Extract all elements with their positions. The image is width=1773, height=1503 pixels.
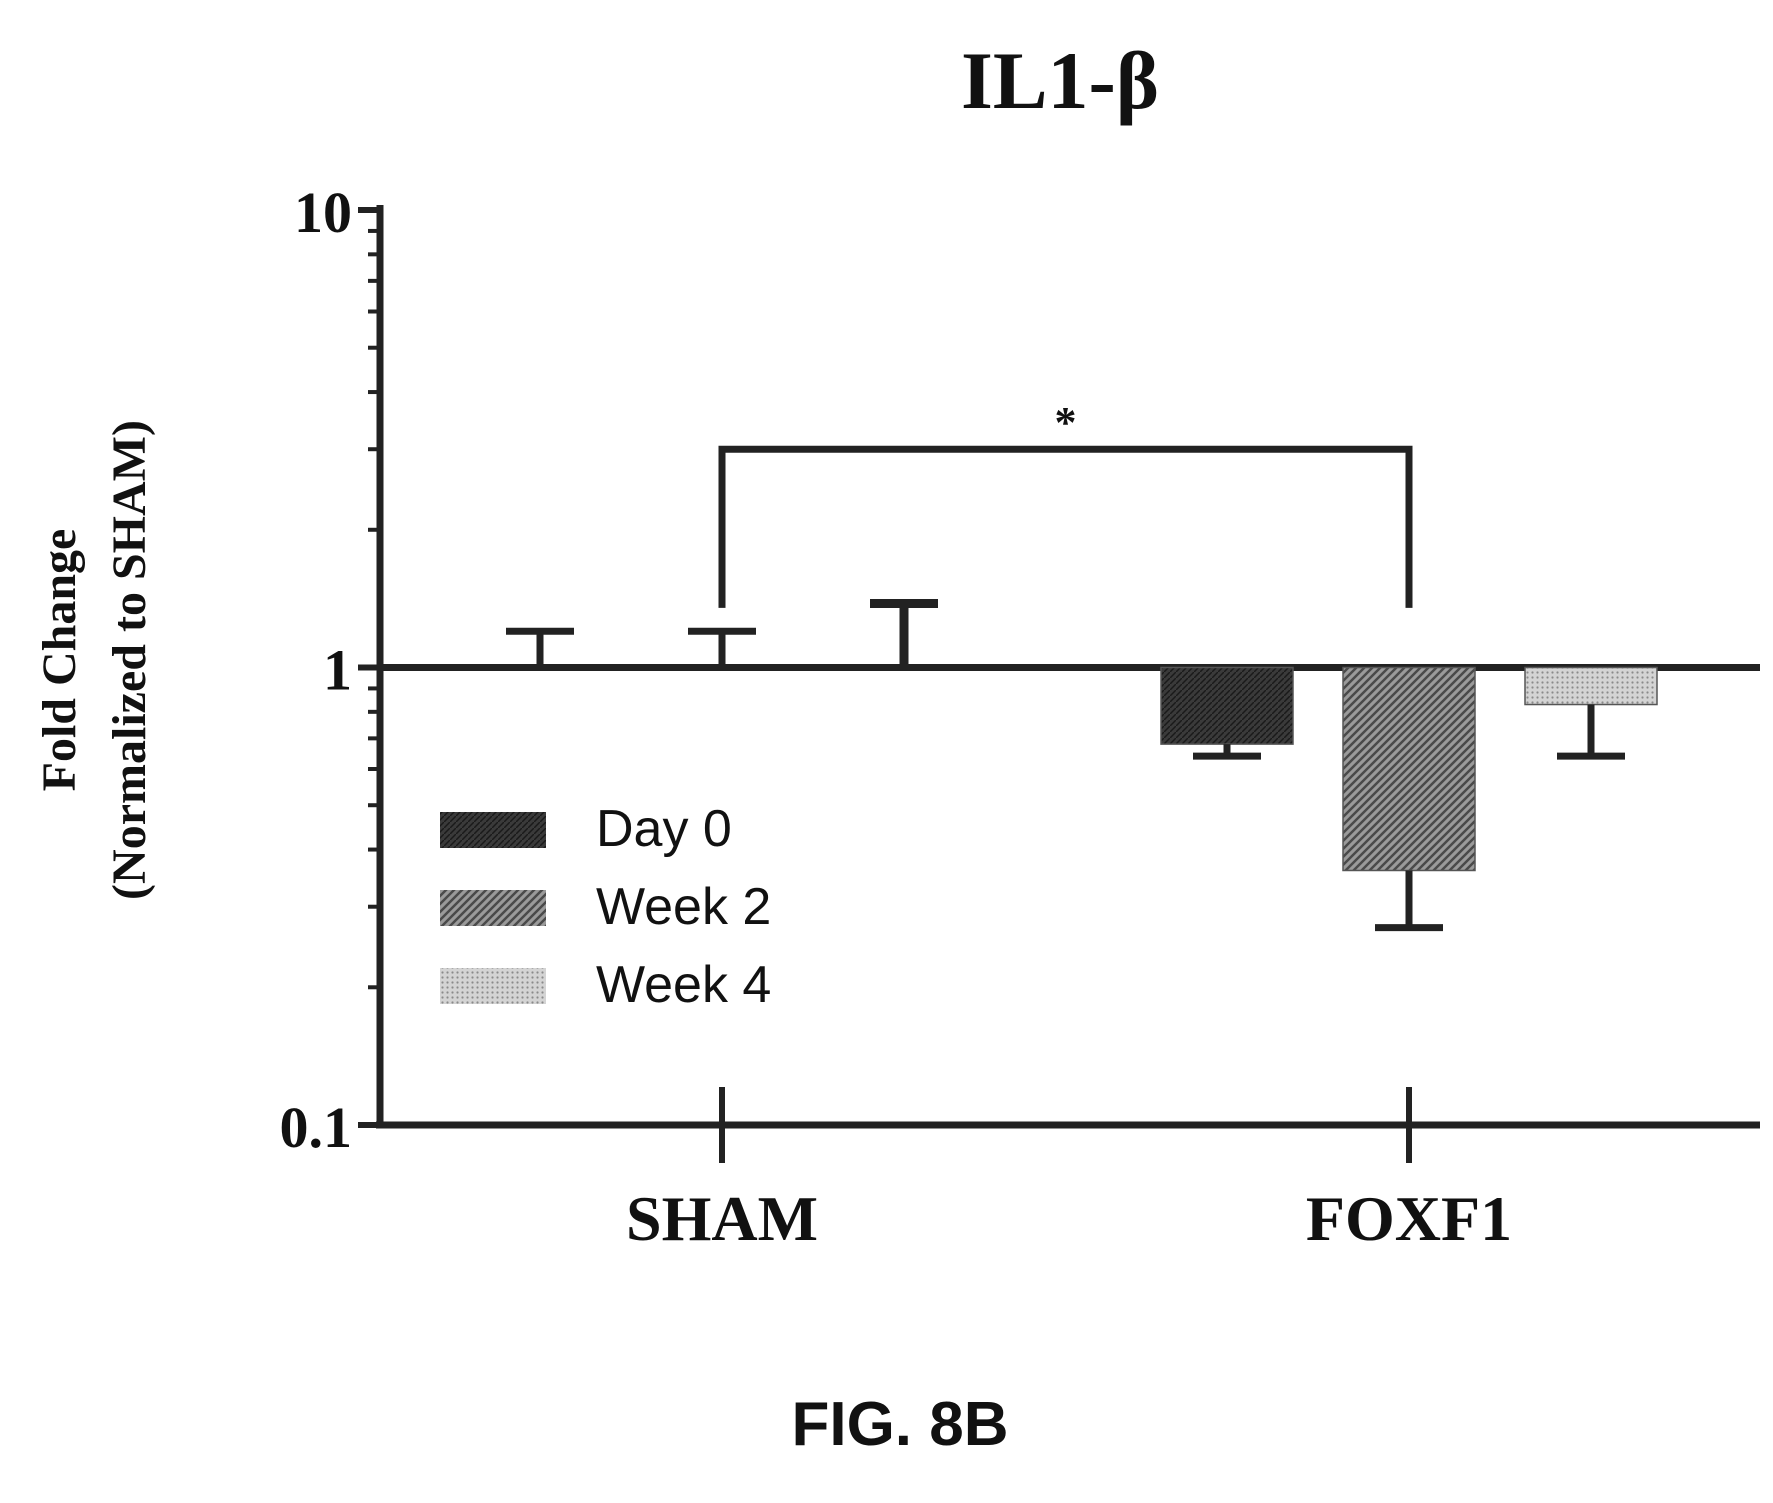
y-axis-label-line1: Fold Change bbox=[33, 529, 86, 792]
y-axis-label-line2: (Normalized to SHAM) bbox=[103, 420, 156, 900]
x-tick-label: SHAM bbox=[626, 1183, 818, 1254]
legend: Day 0 Week 2 Week 4 bbox=[440, 800, 771, 1014]
bars bbox=[1160, 666, 1658, 872]
legend-label: Day 0 bbox=[596, 800, 732, 858]
significance-bracket bbox=[718, 445, 1413, 608]
bar bbox=[1342, 666, 1476, 872]
y-axis-label: Fold Change (Normalized to SHAM) bbox=[33, 420, 156, 900]
legend-label: Week 4 bbox=[596, 956, 771, 1014]
axes bbox=[376, 205, 1760, 1129]
y-ticks: 10 1 0.1 bbox=[280, 180, 380, 1160]
figure-label: FIG. 8B bbox=[791, 1390, 1008, 1459]
chart-title: IL1-β bbox=[961, 35, 1159, 126]
y-tick-label: 10 bbox=[294, 180, 352, 245]
bar bbox=[1160, 666, 1294, 745]
y-tick-label: 1 bbox=[323, 638, 352, 703]
y-tick-label: 0.1 bbox=[280, 1095, 353, 1160]
legend-swatch bbox=[440, 890, 546, 926]
legend-label: Week 2 bbox=[596, 878, 771, 936]
error-bars bbox=[506, 599, 1625, 932]
legend-swatch bbox=[440, 968, 546, 1004]
annotations: * bbox=[718, 398, 1413, 608]
significance-star: * bbox=[1055, 398, 1077, 447]
legend-swatch bbox=[440, 812, 546, 848]
x-tick-label: FOXF1 bbox=[1306, 1183, 1512, 1254]
bar bbox=[1524, 666, 1658, 706]
x-ticks: SHAM FOXF1 bbox=[626, 1087, 1512, 1254]
